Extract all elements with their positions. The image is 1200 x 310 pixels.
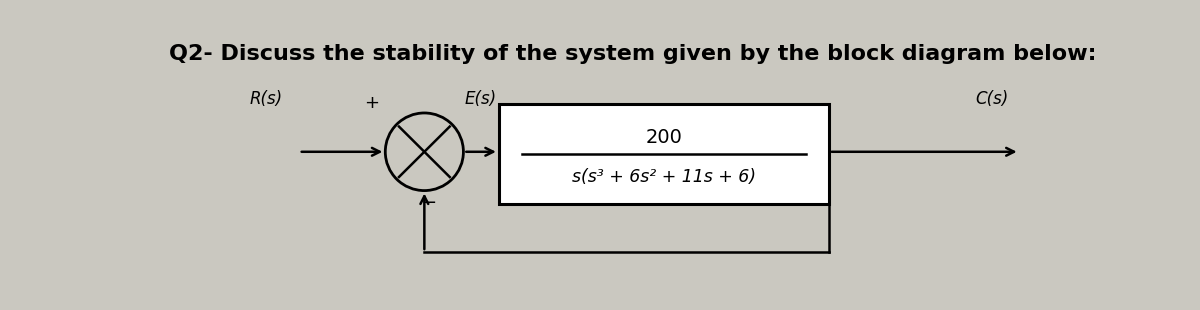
Text: E(s): E(s) [466,90,497,108]
Text: R(s): R(s) [250,90,283,108]
Text: 200: 200 [646,128,683,147]
Text: +: + [364,95,379,113]
Text: −: − [421,193,437,211]
Text: s(s³ + 6s² + 11s + 6): s(s³ + 6s² + 11s + 6) [572,168,756,186]
Text: C(s): C(s) [976,90,1008,108]
FancyBboxPatch shape [499,104,829,204]
Text: Q2- Discuss the stability of the system given by the block diagram below:: Q2- Discuss the stability of the system … [168,44,1096,64]
